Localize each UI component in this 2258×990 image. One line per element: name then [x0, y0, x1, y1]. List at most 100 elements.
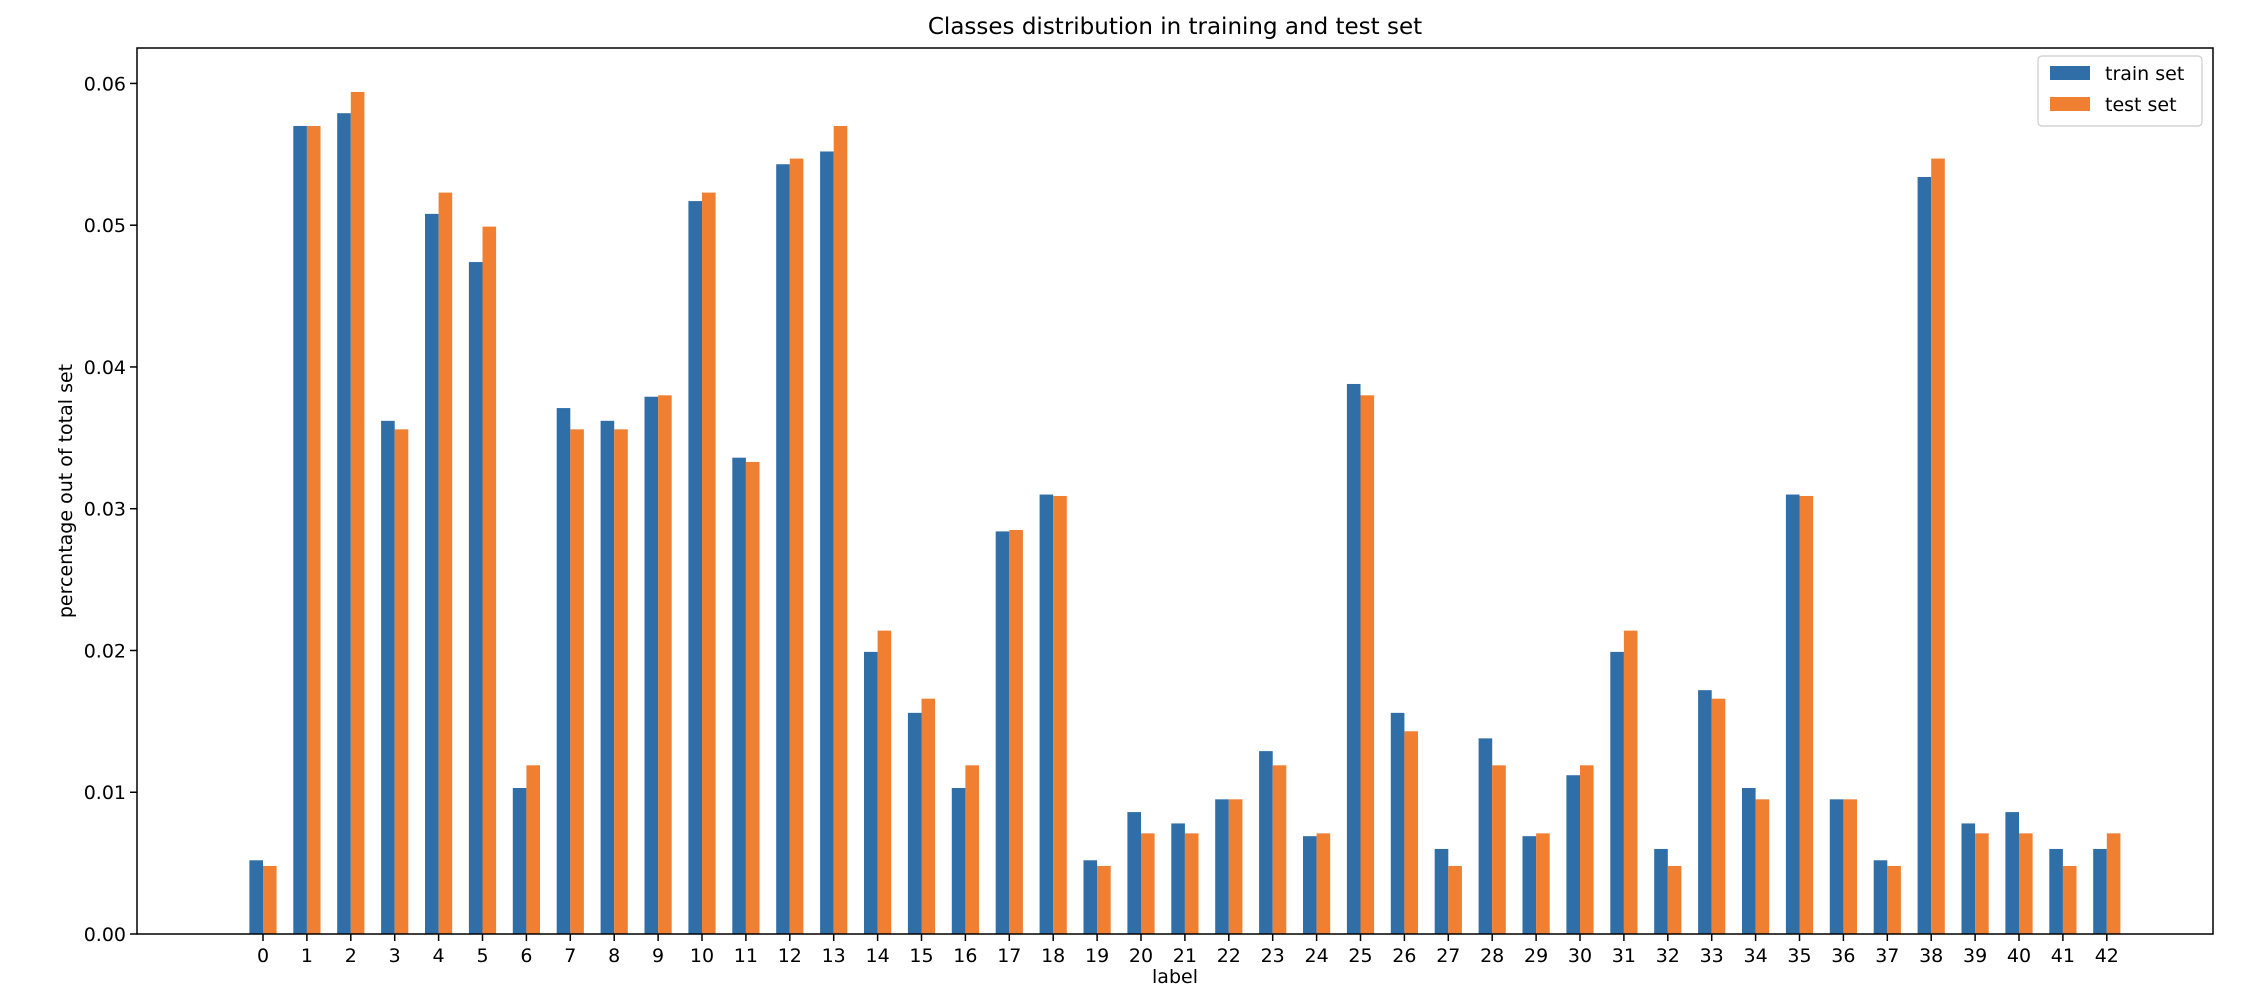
y-tick-label: 0.05	[84, 215, 126, 237]
train-bar-27	[1434, 848, 1449, 934]
x-tick-label: 41	[2051, 945, 2075, 967]
test-bar-29	[1536, 833, 1550, 934]
y-tick-label: 0.00	[84, 924, 126, 946]
x-tick-label: 5	[476, 945, 488, 967]
x-tick-label: 39	[1963, 945, 1987, 967]
test-bar-33	[1711, 698, 1726, 934]
test-bar-21	[1184, 833, 1199, 934]
test-bar-1	[306, 125, 321, 934]
x-tick-label: 20	[1129, 945, 1153, 967]
train-bar-17	[995, 531, 1010, 934]
x-axis-label: label	[1152, 966, 1198, 988]
x-axis: 0 1 2 3 4 5 6 7 8 9 10 11 12 13 14 15 16 17 18 19 20 21 22 23 24…	[257, 934, 2119, 967]
x-tick-label: 3	[389, 945, 401, 967]
x-tick-label: 7	[564, 945, 576, 967]
x-tick-label: 27	[1436, 945, 1460, 967]
test-bar-19	[1097, 865, 1111, 934]
train-bar-22	[1215, 799, 1229, 934]
x-tick-label: 11	[734, 945, 758, 967]
test-bar-2	[350, 91, 365, 934]
x-tick-label: 25	[1348, 945, 1372, 967]
train-bar-9	[644, 396, 659, 934]
plot-frame	[136, 47, 2214, 935]
test-bar-6	[526, 765, 540, 934]
train-bar-21	[1171, 823, 1185, 934]
test-bar-0	[263, 865, 277, 934]
train-bar-26	[1390, 712, 1405, 934]
train-bar-30	[1566, 775, 1580, 934]
train-bar-41	[2049, 848, 2063, 934]
train-bar-16	[951, 787, 966, 934]
y-tick-label: 0.01	[84, 782, 126, 804]
x-tick-label: 36	[1831, 945, 1855, 967]
test-bar-5	[482, 226, 497, 934]
test-bar-24	[1316, 833, 1331, 934]
train-bar-36	[1829, 799, 1844, 934]
x-tick-label: 22	[1217, 945, 1241, 967]
legend-swatch	[2050, 66, 2090, 80]
train-bar-39	[1961, 823, 1976, 934]
train-bar-12	[776, 164, 790, 935]
legend-entry: test set	[2105, 94, 2177, 116]
train-bar-15	[907, 712, 922, 934]
train-bar-42	[2093, 848, 2107, 934]
train-bar-3	[381, 420, 395, 934]
x-tick-label: 16	[953, 945, 977, 967]
train-bar-32	[1654, 848, 1668, 934]
train-bar-0	[249, 860, 263, 934]
train-bar-2	[337, 113, 351, 935]
train-bar-40	[2005, 812, 2019, 934]
test-bar-34	[1755, 799, 1770, 934]
test-bar-42	[2106, 833, 2121, 934]
y-tick-label: 0.03	[84, 499, 126, 521]
x-tick-label: 35	[1787, 945, 1811, 967]
test-bar-3	[394, 429, 409, 934]
test-bar-7	[570, 429, 584, 934]
x-tick-label: 17	[997, 945, 1021, 967]
test-bar-25	[1360, 395, 1375, 934]
train-bar-23	[1259, 751, 1273, 934]
train-bar-18	[1039, 494, 1054, 934]
test-bar-35	[1799, 495, 1814, 934]
train-bar-33	[1698, 690, 1712, 934]
train-bar-37	[1873, 860, 1888, 934]
x-tick-label: 40	[2007, 945, 2031, 967]
x-tick-label: 9	[652, 945, 664, 967]
legend-entry: train set	[2105, 63, 2184, 85]
train-bar-4	[425, 213, 439, 935]
x-tick-label: 28	[1480, 945, 1504, 967]
x-tick-label: 0	[257, 945, 269, 967]
x-tick-label: 19	[1085, 945, 1109, 967]
test-bar-23	[1272, 765, 1287, 934]
x-tick-label: 38	[1919, 945, 1943, 967]
train-bar-25	[1346, 383, 1361, 934]
test-bar-30	[1580, 765, 1594, 934]
test-bar-41	[2062, 865, 2077, 934]
train-bar-7	[556, 408, 571, 934]
train-bar-13	[820, 151, 834, 934]
test-bar-13	[833, 125, 848, 934]
train-bar-38	[1917, 177, 1932, 935]
x-tick-label: 1	[301, 945, 313, 967]
test-bar-40	[2019, 833, 2033, 934]
x-tick-label: 2	[345, 945, 357, 967]
y-axis-label: percentage out of total set	[55, 364, 77, 618]
x-tick-label: 21	[1173, 945, 1197, 967]
y-axis: 0.00 0.01 0.02 0.03 0.04 0.05 0.06	[84, 73, 137, 946]
train-bar-5	[468, 262, 483, 934]
bars	[249, 91, 2121, 935]
train-bar-6	[512, 787, 527, 934]
x-tick-label: 33	[1700, 945, 1724, 967]
x-tick-label: 4	[433, 945, 445, 967]
x-tick-label: 15	[909, 945, 933, 967]
train-bar-20	[1127, 812, 1141, 934]
test-bar-22	[1228, 799, 1243, 934]
x-tick-label: 26	[1392, 945, 1416, 967]
x-tick-label: 18	[1041, 945, 1065, 967]
y-tick-label: 0.06	[84, 73, 126, 95]
x-tick-label: 10	[690, 945, 714, 967]
x-tick-label: 24	[1305, 945, 1329, 967]
test-bar-10	[702, 192, 716, 934]
x-tick-label: 14	[866, 945, 890, 967]
